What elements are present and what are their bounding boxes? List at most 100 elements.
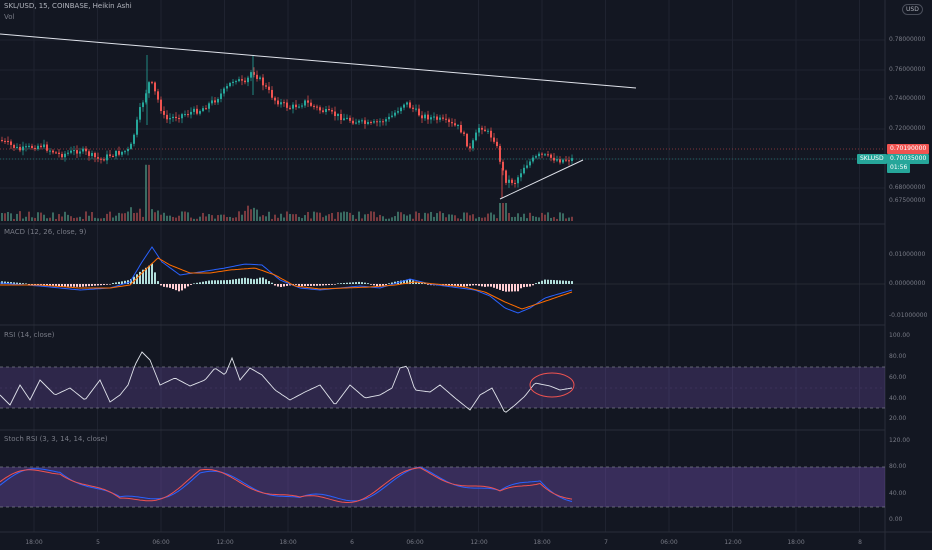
macd-hist-bar	[109, 284, 111, 285]
time-tick: 18:00	[279, 539, 297, 546]
candle-body	[466, 133, 468, 147]
macd-hist-bar	[355, 282, 357, 284]
candle-body	[445, 118, 447, 120]
candle-body	[208, 103, 210, 109]
macd-hist-bar	[343, 282, 345, 284]
candle-body	[352, 120, 354, 124]
candle-body	[250, 72, 252, 78]
macd-hist-bar	[385, 284, 387, 286]
candle-body	[277, 100, 279, 105]
macd-hist-bar	[10, 282, 12, 284]
candle-body	[4, 140, 6, 142]
candle-body	[52, 150, 54, 153]
candle-body	[157, 91, 159, 100]
volume-bar	[49, 217, 51, 221]
macd-hist-bar	[16, 282, 18, 284]
candle-body	[238, 79, 240, 82]
currency-button[interactable]: USD	[902, 4, 923, 15]
macd-hist-bar	[7, 281, 9, 284]
volume-bar	[367, 213, 369, 221]
macd-hist-bar	[415, 281, 417, 284]
candle-body	[211, 100, 213, 104]
candle-body	[67, 152, 69, 154]
macd-hist-bar	[565, 280, 567, 284]
candle-body	[22, 146, 24, 151]
macd-hist-bar	[193, 283, 195, 284]
macd-hist-bar	[214, 280, 216, 284]
macd-hist-bar	[154, 272, 156, 284]
volume-bar	[229, 216, 231, 221]
macd-hist-bar	[475, 284, 477, 286]
macd-hist-bar	[391, 282, 393, 284]
candle-body	[469, 146, 471, 149]
candle-body	[190, 111, 192, 115]
volume-bar	[292, 214, 294, 221]
volume-bar	[94, 217, 96, 221]
volume-bar	[442, 213, 444, 221]
macd-hist-bar	[460, 284, 462, 287]
candle-body	[514, 182, 516, 184]
candle-body	[547, 154, 549, 156]
macd-tick: -0.01000000	[889, 312, 928, 319]
time-tick: 5	[96, 539, 100, 546]
volume-bar	[247, 205, 249, 221]
candle-body	[316, 106, 318, 108]
macd-hist-bar	[571, 281, 573, 284]
macd-hist-bar	[232, 279, 234, 284]
candle-body	[79, 151, 81, 154]
volume-bar	[139, 208, 141, 221]
rsi-annotation-circle	[529, 372, 575, 398]
candle-body	[244, 80, 246, 83]
volume-bar	[319, 212, 321, 221]
volume-bar	[226, 217, 228, 221]
candle-body	[13, 144, 15, 148]
macd-hist-bar	[163, 284, 165, 287]
symbol-title[interactable]: SKL/USD, 15, COINBASE, Heikin Ashi	[4, 2, 132, 10]
volume-bar	[34, 217, 36, 221]
chart-grid	[0, 0, 885, 532]
stoch-tick: 40.00	[889, 490, 907, 497]
price-candles	[1, 55, 573, 198]
candle-body	[220, 93, 222, 99]
candle-body	[226, 86, 228, 89]
candle-body	[412, 107, 414, 109]
macd-title: MACD (12, 26, close, 9)	[4, 228, 87, 236]
volume-bar	[28, 211, 30, 221]
volume-bar	[130, 207, 132, 221]
candle-body	[1, 140, 3, 141]
macd-hist-bar	[556, 280, 558, 284]
macd-hist-bar	[322, 284, 324, 286]
candle-body	[367, 122, 369, 124]
volume-bar	[160, 214, 162, 221]
candle-body	[91, 153, 93, 156]
candle-body	[82, 148, 84, 152]
volume-bar	[370, 211, 372, 221]
rsi-tick: 40.00	[889, 395, 907, 402]
time-tick: 06:00	[406, 539, 424, 546]
volume-bar	[373, 211, 375, 221]
macd-hist-bar	[229, 279, 231, 284]
volume-bar	[10, 213, 12, 221]
candle-body	[163, 111, 165, 115]
volume-bar	[331, 212, 333, 221]
candle-body	[259, 77, 261, 79]
volume-bar	[103, 218, 105, 221]
candle-body	[490, 130, 492, 138]
candle-body	[409, 102, 411, 108]
candle-body	[355, 122, 357, 124]
macd-hist-bar	[25, 283, 27, 284]
rsi-tick: 20.00	[889, 415, 907, 422]
macd-hist-bar	[331, 284, 333, 285]
candle-body	[130, 143, 132, 149]
volume-bar	[535, 216, 537, 221]
candle-body	[379, 121, 381, 123]
macd-hist-bar	[184, 284, 186, 289]
volume-bar	[511, 217, 513, 221]
macd-hist-bar	[280, 284, 282, 288]
macd-hist-bar	[283, 284, 285, 287]
macd-hist-bar	[541, 280, 543, 284]
volume-bar	[199, 216, 201, 221]
volume-bar	[268, 211, 270, 221]
volume-bar	[109, 211, 111, 221]
